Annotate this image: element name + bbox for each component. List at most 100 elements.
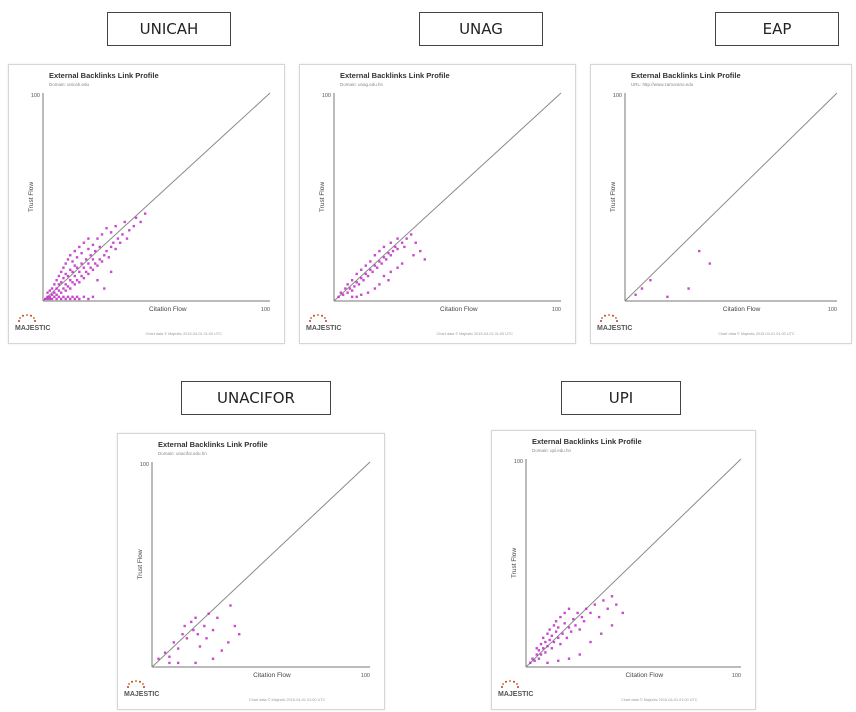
data-point <box>546 645 549 648</box>
data-point <box>423 258 426 261</box>
data-point <box>73 297 76 301</box>
logo-dot <box>502 683 505 685</box>
data-point <box>531 657 534 660</box>
data-point <box>341 293 345 296</box>
data-point <box>610 595 614 598</box>
data-point <box>391 249 395 253</box>
data-point <box>378 260 381 263</box>
data-point <box>69 268 72 271</box>
logo-dot <box>513 680 515 683</box>
y-axis-label: Trust Flow <box>137 549 144 579</box>
data-point <box>567 626 571 629</box>
logo-dot <box>26 314 28 316</box>
data-point <box>403 245 406 249</box>
scatter-chart-svg: External Backlinks Link Profile URL: http… <box>597 71 838 336</box>
data-point <box>89 254 92 257</box>
data-point <box>53 291 56 294</box>
y-tick-label: 100 <box>322 93 331 99</box>
logo-dot <box>608 314 610 316</box>
chart-subtitle: Domain: upi.edu.hn <box>532 448 572 453</box>
data-point <box>350 279 354 282</box>
data-point <box>96 279 99 282</box>
data-point <box>576 611 579 615</box>
x-tick-label: 100 <box>261 307 270 313</box>
data-point <box>559 615 562 619</box>
data-point <box>698 249 701 253</box>
data-point <box>414 241 417 244</box>
data-point <box>348 287 352 290</box>
data-point <box>80 251 83 255</box>
data-point <box>666 295 669 299</box>
data-point <box>373 254 377 257</box>
x-tick-label: 100 <box>361 673 370 679</box>
data-point <box>109 270 113 274</box>
data-point <box>91 295 95 299</box>
data-point <box>229 604 232 607</box>
logo-dot <box>310 317 313 319</box>
data-point <box>539 653 543 656</box>
chart-footer: Chart data © Majestic 2015-04-01 01:00 U… <box>437 332 514 336</box>
data-point <box>233 624 237 628</box>
data-point <box>597 615 601 619</box>
data-point <box>75 266 79 269</box>
data-point <box>544 640 547 644</box>
x-tick-label: 100 <box>732 673 741 679</box>
data-point <box>552 640 556 644</box>
data-point <box>57 289 61 292</box>
data-point <box>107 256 111 259</box>
data-point <box>369 268 372 271</box>
data-point <box>350 289 354 292</box>
data-point <box>593 603 596 606</box>
data-point <box>53 283 56 286</box>
logo-wordmark: MAJESTIC <box>306 325 341 332</box>
data-point <box>143 212 147 215</box>
majestic-logo: MAJESTIC <box>15 314 50 332</box>
data-point <box>62 276 65 280</box>
data-point <box>360 293 363 296</box>
data-point <box>563 611 566 615</box>
chart-title: External Backlinks Link Profile <box>340 71 450 80</box>
data-point <box>98 245 101 249</box>
logo-dot <box>30 314 32 317</box>
data-point <box>82 295 86 299</box>
data-point <box>634 293 637 296</box>
data-point <box>708 262 711 265</box>
data-point <box>64 297 67 301</box>
logo-dot <box>19 317 22 319</box>
data-point <box>535 653 538 656</box>
data-point <box>550 647 553 650</box>
data-point <box>582 620 586 623</box>
data-point <box>62 287 65 290</box>
data-point <box>55 297 58 301</box>
data-point <box>59 291 63 294</box>
data-point <box>567 607 571 610</box>
data-point <box>574 624 577 627</box>
data-point <box>394 245 397 249</box>
chart-subtitle: Domain: unicah.edu <box>49 82 90 87</box>
data-point <box>585 607 588 610</box>
data-point <box>94 262 97 265</box>
data-point <box>542 647 545 650</box>
data-point <box>64 283 67 286</box>
data-point <box>600 632 603 635</box>
data-point <box>176 647 180 650</box>
data-point <box>207 612 210 615</box>
data-point <box>382 256 386 259</box>
data-point <box>378 249 381 253</box>
data-point <box>168 661 171 665</box>
data-point <box>66 295 70 299</box>
data-point <box>554 630 558 633</box>
data-point <box>238 633 241 636</box>
logo-dot <box>321 314 323 317</box>
data-point <box>542 636 545 640</box>
logo-dot <box>616 320 618 322</box>
data-point <box>567 657 571 660</box>
logo-wordmark: MAJESTIC <box>124 691 159 698</box>
data-point <box>362 279 365 282</box>
scatter-chart-svg: External Backlinks Link Profile Domain: u… <box>498 437 742 702</box>
data-point <box>105 227 108 230</box>
data-point <box>71 260 74 263</box>
data-point <box>100 260 104 263</box>
data-point <box>116 237 120 240</box>
logo-dot <box>601 317 604 319</box>
